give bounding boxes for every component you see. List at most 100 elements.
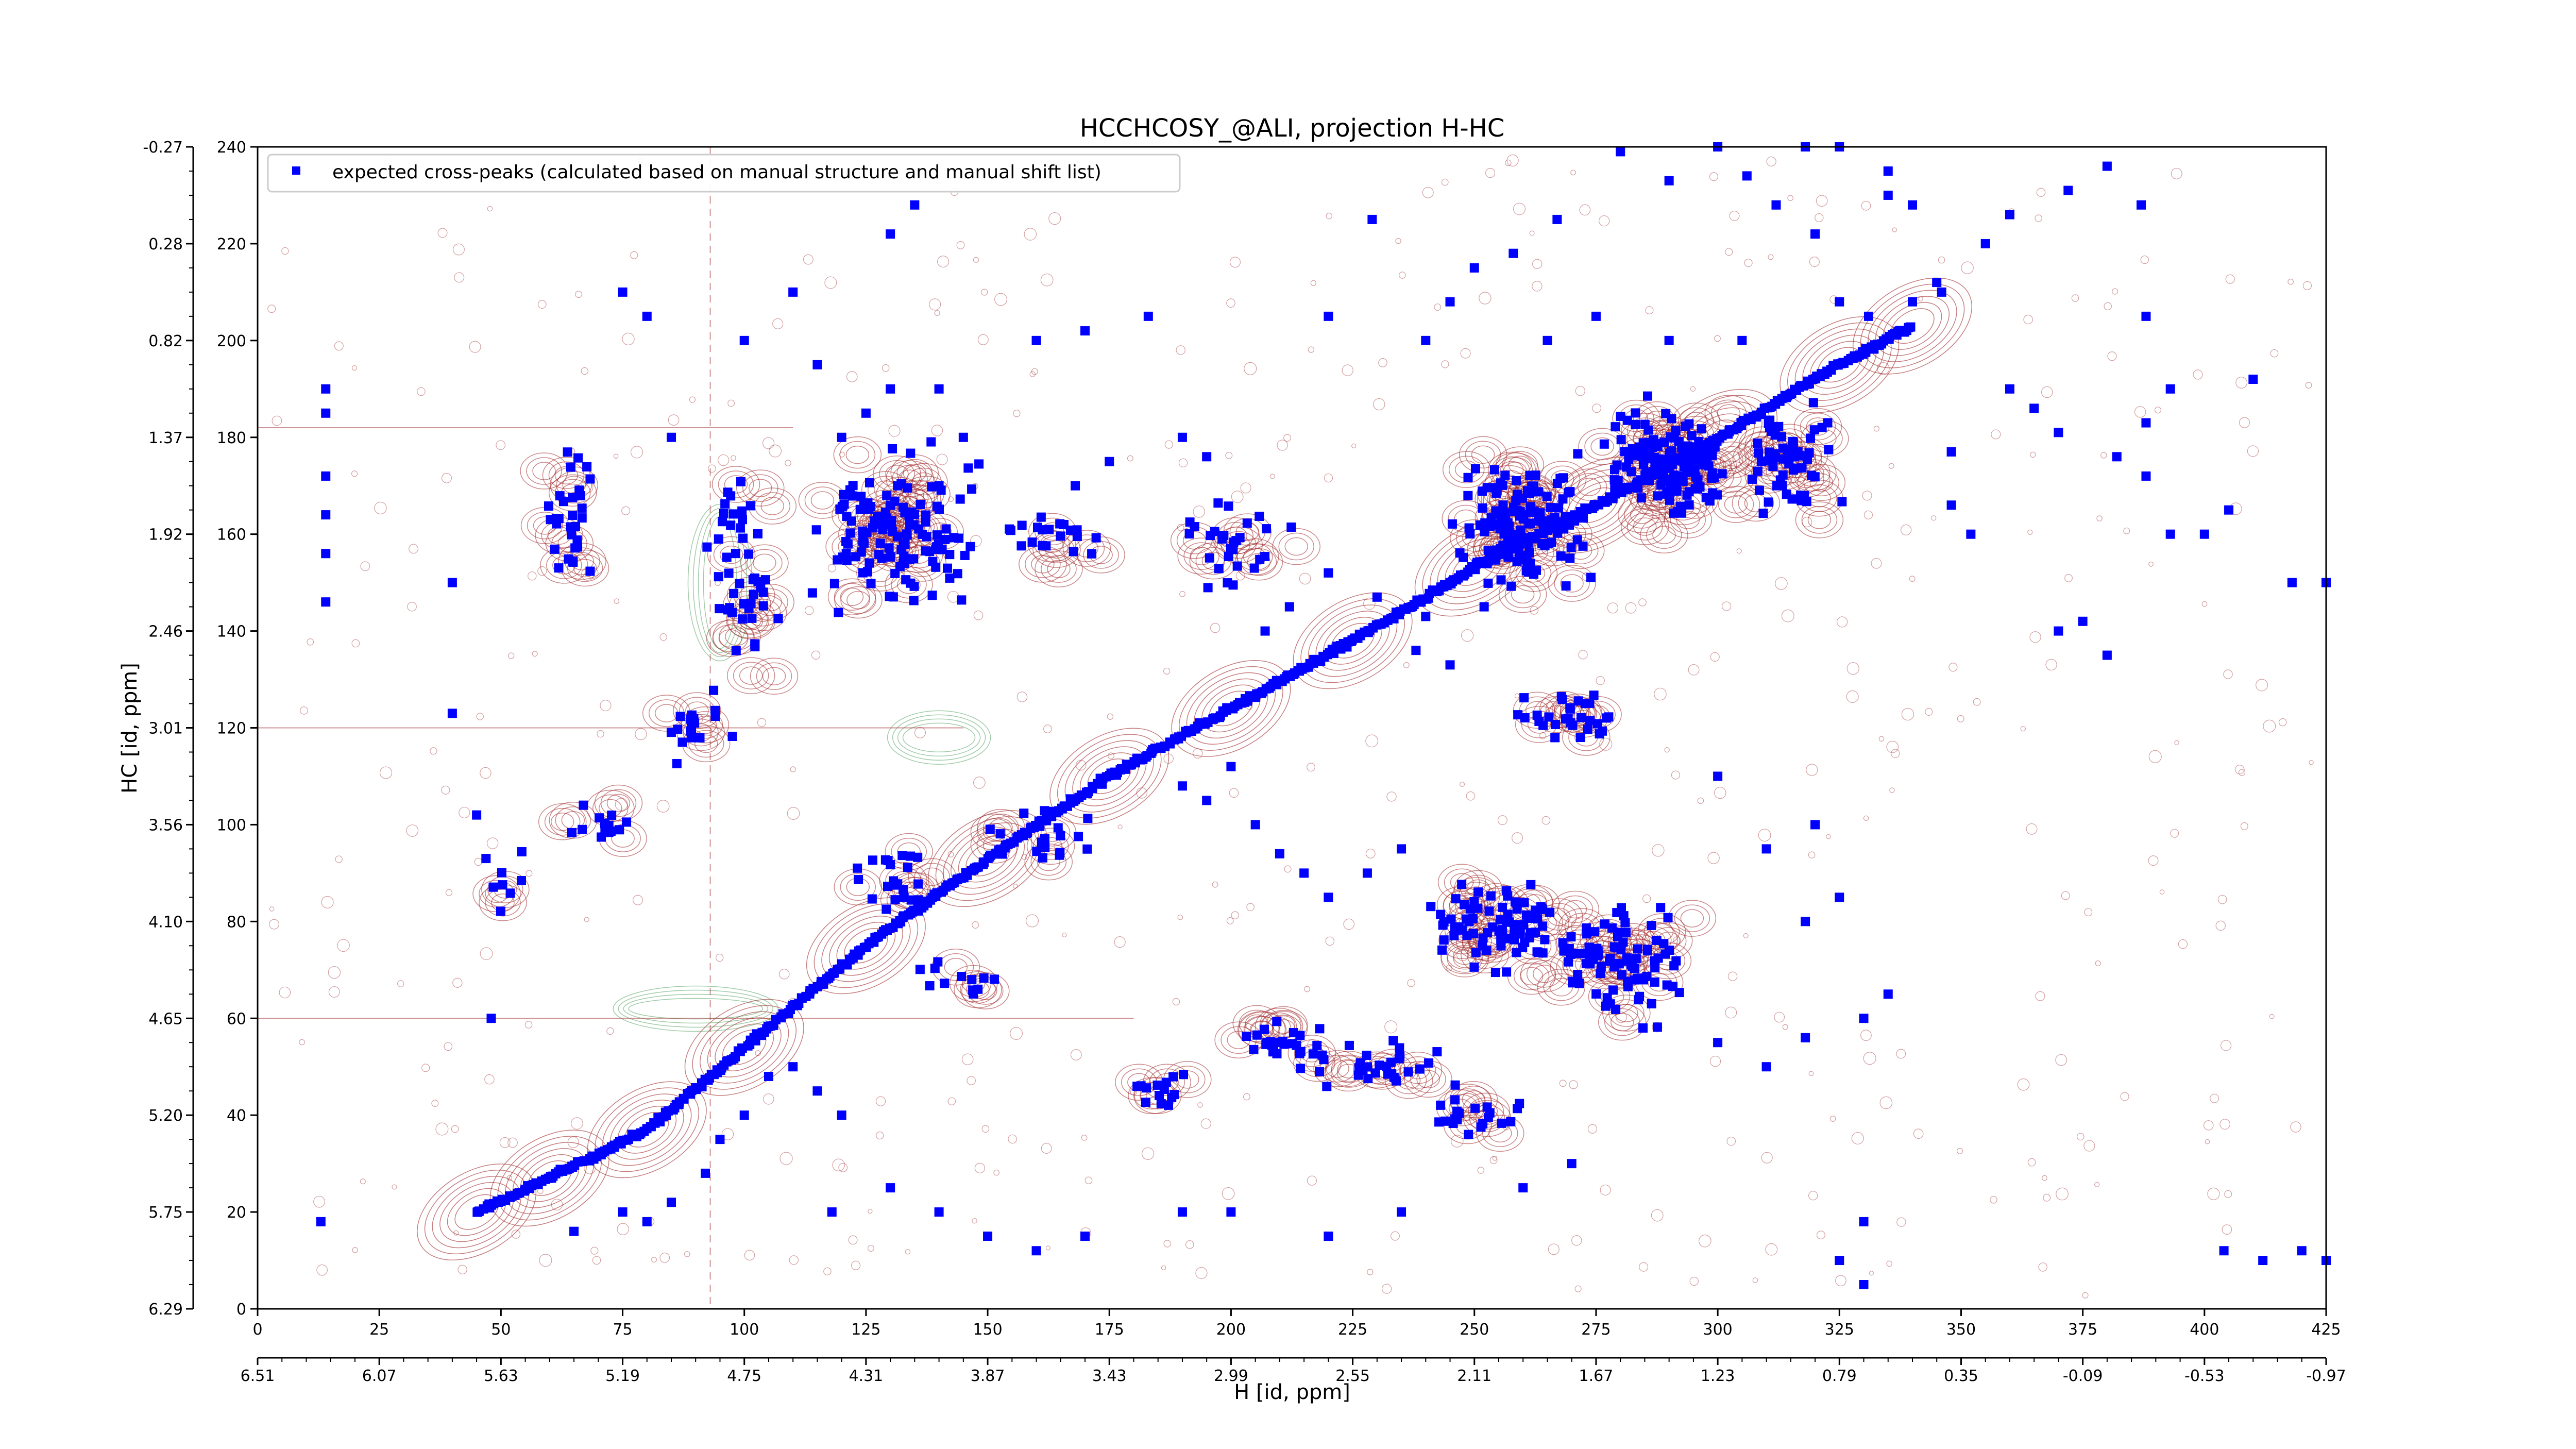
cross-peak-point <box>1590 927 1600 937</box>
noise-contour <box>1863 1052 1876 1065</box>
negative-contour-ring <box>887 710 991 765</box>
noise-contour <box>459 806 470 819</box>
cross-peak-point <box>1770 453 1780 463</box>
cross-peak-point <box>1457 880 1467 889</box>
contour-ring <box>1680 909 1704 928</box>
cross-peak-point <box>1512 904 1522 914</box>
cross-peak-point <box>472 810 482 820</box>
x-tick-label-index: 325 <box>1825 1321 1854 1339</box>
contour-ring <box>558 543 606 580</box>
noise-contour <box>1869 1271 1874 1276</box>
noise-contour <box>1690 386 1696 392</box>
noise-contour <box>1235 571 1245 581</box>
cross-peak-point <box>1573 449 1583 459</box>
cross-peak-point <box>2199 529 2209 539</box>
noise-contour <box>2203 1120 2214 1131</box>
noise-contour <box>506 1175 513 1181</box>
cross-peak-point <box>564 554 573 564</box>
noise-contour <box>499 1137 511 1148</box>
cross-peak-point <box>930 964 940 973</box>
cross-peak-point <box>724 568 734 578</box>
noise-contour <box>592 1256 601 1265</box>
contour-ring <box>1272 528 1320 565</box>
noise-contour <box>875 1096 886 1106</box>
cross-peak-point <box>1362 868 1372 878</box>
cross-peak-point <box>2165 384 2175 394</box>
negative-contour-ring <box>618 989 773 1028</box>
x-tick-label-ppm: 4.31 <box>849 1367 883 1385</box>
cross-peak-point <box>2258 1256 2268 1266</box>
noise-contour <box>1808 1071 1814 1076</box>
contour-ring <box>1793 408 1842 445</box>
noise-contour <box>487 206 493 212</box>
noise-contour <box>528 571 537 581</box>
cross-peak-point <box>1754 485 1764 495</box>
noise-contour <box>351 365 358 371</box>
cross-peak-point <box>1105 457 1114 466</box>
noise-contour <box>1081 1135 1088 1141</box>
cross-peak-point <box>909 554 919 564</box>
cross-peak-point <box>862 567 872 577</box>
cross-peak-point <box>1524 548 1534 558</box>
cross-peak-point <box>1436 1100 1446 1110</box>
noise-contour <box>2027 529 2033 535</box>
contour-ring <box>1133 1077 1182 1114</box>
cross-peak-point <box>1214 564 1224 574</box>
cross-peak-point <box>1278 1036 1287 1046</box>
contour-ring <box>736 469 785 507</box>
cross-peak-point <box>1289 1028 1298 1038</box>
noise-contour <box>1222 1187 1235 1200</box>
cross-peak-point <box>1509 248 1518 258</box>
noise-contour <box>914 727 926 738</box>
noise-contour <box>397 980 404 987</box>
noise-contour <box>360 561 370 571</box>
cross-peak-point <box>906 448 916 458</box>
cross-peak-point <box>934 481 944 491</box>
contour-ring <box>1554 569 1590 597</box>
noise-contour <box>1343 918 1355 930</box>
cross-peak-point <box>1883 166 1893 176</box>
noise-contour <box>267 305 276 313</box>
cross-peak-point <box>1672 480 1682 490</box>
noise-contour <box>827 564 836 572</box>
contour-ring <box>540 547 588 584</box>
cross-peak-point <box>1534 716 1544 726</box>
noise-contour <box>1013 884 1018 889</box>
cross-peak-point <box>1496 575 1506 585</box>
noise-contour <box>621 506 631 515</box>
cross-peak-point <box>914 895 924 905</box>
noise-contour <box>407 602 417 612</box>
noise-contour <box>597 730 604 738</box>
cross-peak-point <box>702 542 712 552</box>
cross-peak-point <box>921 510 931 520</box>
cross-peak-point <box>667 432 676 442</box>
cross-peak-point <box>1565 553 1575 563</box>
cross-peak-point <box>1249 1044 1259 1054</box>
noise-contour <box>2235 377 2248 389</box>
noise-contour <box>1638 598 1647 606</box>
noise-contour <box>1177 524 1184 531</box>
cross-peak-point <box>1546 502 1555 512</box>
legend[interactable]: expected cross-peaks (calculated based o… <box>267 154 1181 193</box>
cross-peak-point <box>979 973 989 983</box>
cross-peak-point <box>321 597 331 607</box>
cross-peak-point <box>709 685 719 695</box>
cross-peak-point <box>1518 942 1528 952</box>
noise-contour <box>1758 829 1771 842</box>
cross-peak-point <box>1663 458 1672 468</box>
noise-contour <box>2269 1014 2275 1019</box>
noise-contour <box>1284 865 1292 873</box>
cross-peak-point <box>1299 868 1309 878</box>
contour-ring <box>903 463 926 482</box>
y-tick-label-ppm: 5.75 <box>148 1204 183 1222</box>
noise-contour <box>2042 1175 2047 1181</box>
noise-contour <box>762 437 775 449</box>
cross-peak-point <box>1513 710 1523 720</box>
cross-peak-point <box>1329 649 1338 659</box>
noise-contour <box>1506 154 1519 167</box>
noise-contour <box>832 1158 845 1172</box>
cross-peak-point <box>958 432 968 442</box>
cross-peak-point <box>1668 982 1677 991</box>
cross-peak-point <box>1586 572 1596 582</box>
cross-peak-point <box>856 492 866 501</box>
